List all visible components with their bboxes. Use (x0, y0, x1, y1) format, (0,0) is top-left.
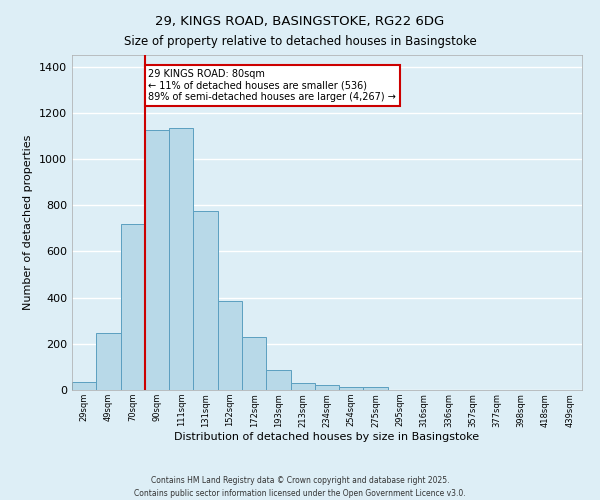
Text: Size of property relative to detached houses in Basingstoke: Size of property relative to detached ho… (124, 35, 476, 48)
Bar (72, 382, 96, 390)
Bar (121, 224, 145, 390)
Bar (315, 386, 339, 390)
Bar (339, 386, 364, 390)
Bar (266, 370, 290, 390)
Bar (364, 386, 388, 390)
Bar (145, 130, 169, 390)
Bar (242, 337, 266, 390)
Bar (96, 332, 121, 390)
Bar (218, 301, 242, 390)
Text: 29, KINGS ROAD, BASINGSTOKE, RG22 6DG: 29, KINGS ROAD, BASINGSTOKE, RG22 6DG (155, 15, 445, 28)
Y-axis label: Number of detached properties: Number of detached properties (23, 135, 34, 310)
Bar (169, 128, 193, 390)
Bar (290, 383, 315, 390)
Text: 29 KINGS ROAD: 80sqm
← 11% of detached houses are smaller (536)
89% of semi-deta: 29 KINGS ROAD: 80sqm ← 11% of detached h… (149, 69, 397, 102)
X-axis label: Distribution of detached houses by size in Basingstoke: Distribution of detached houses by size … (175, 432, 479, 442)
Text: Contains HM Land Registry data © Crown copyright and database right 2025.
Contai: Contains HM Land Registry data © Crown c… (134, 476, 466, 498)
Bar (193, 211, 218, 390)
